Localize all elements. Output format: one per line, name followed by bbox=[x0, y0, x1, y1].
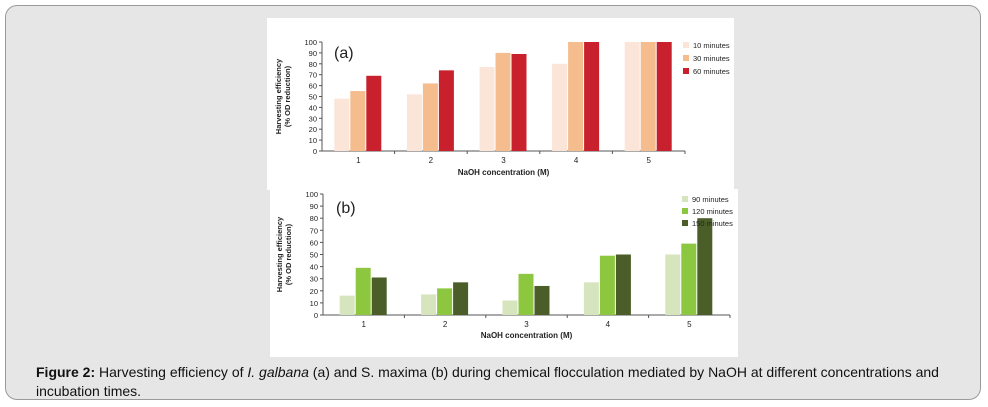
chart-b-svg: 0 10 20 30 40 50 60 70 80 90 100 1 2 3 4 5 NaOH concentr… bbox=[275, 190, 733, 340]
caption-species-a: I. galbana bbox=[247, 364, 309, 380]
chart-a-bar bbox=[584, 42, 600, 151]
chart-a-legend-label: 30 minutes bbox=[693, 54, 730, 63]
chart-b-bar bbox=[615, 254, 631, 315]
chart-a-y-axis-label-line2: (% OD reduction) bbox=[283, 65, 292, 127]
chart-b-bar bbox=[453, 282, 469, 315]
chart-a-y-tick-label: 30 bbox=[309, 114, 317, 123]
chart-a-y-tick-label: 60 bbox=[309, 82, 317, 91]
caption-label: Figure 2: bbox=[36, 364, 96, 380]
chart-b-x-tick-label: 3 bbox=[524, 320, 529, 329]
chart-b-y-tick-label: 40 bbox=[310, 263, 318, 272]
chart-a-legend-swatch bbox=[683, 55, 689, 61]
chart-b-legend-label: 150 minutes bbox=[692, 219, 733, 228]
chart-b-bar bbox=[583, 282, 599, 315]
chart-b-y-axis-label-line2: (% OD reduction) bbox=[284, 223, 293, 285]
chart-a-y-tick-label: 40 bbox=[309, 103, 317, 112]
chart-b-x-tick-label: 1 bbox=[361, 320, 366, 329]
caption-text-1: Harvesting efficiency of bbox=[95, 364, 248, 380]
chart-b-bar bbox=[437, 288, 453, 315]
chart-a-bar bbox=[479, 67, 495, 151]
chart-b-legend-label: 120 minutes bbox=[692, 207, 733, 216]
chart-panel-a: 0 10 20 30 40 50 60 70 80 90 100 1 2 3 4 5 NaOH concentr… bbox=[267, 18, 734, 190]
chart-b-legend-label: 90 minutes bbox=[692, 195, 729, 204]
chart-b-y-tick-label: 20 bbox=[310, 287, 318, 296]
chart-b-y-tick-label: 30 bbox=[310, 275, 318, 284]
chart-a-bar bbox=[350, 91, 366, 151]
chart-b-x-axis-label: NaOH concentration (M) bbox=[481, 331, 573, 340]
chart-b-bar bbox=[665, 254, 681, 315]
chart-b-panel-label: (b) bbox=[336, 200, 356, 217]
chart-b-y-axis-label-line1: Harvesting efficiency bbox=[275, 216, 284, 292]
chart-a-bar bbox=[495, 52, 511, 151]
chart-a-y-axis-label-line1: Harvesting efficiency bbox=[274, 58, 283, 134]
chart-b-y-tick-label: 90 bbox=[310, 202, 318, 211]
chart-b-y-tick-label: 50 bbox=[310, 251, 318, 260]
chart-a-y-tick-label: 80 bbox=[309, 60, 317, 69]
chart-a-legend-swatch bbox=[683, 68, 689, 74]
chart-b-y-tick-label: 100 bbox=[305, 190, 318, 199]
chart-a-y-tick-label: 20 bbox=[309, 125, 317, 134]
chart-a-bar bbox=[334, 98, 350, 151]
chart-b-bar bbox=[534, 285, 550, 315]
chart-panel-b: 0 10 20 30 40 50 60 70 80 90 100 1 2 3 4 5 NaOH concentr… bbox=[270, 189, 738, 357]
chart-b-y-tick-label: 10 bbox=[310, 299, 318, 308]
chart-b-x-tick-label: 5 bbox=[687, 320, 692, 329]
chart-b-x-tick-label: 4 bbox=[606, 320, 611, 329]
chart-a-y-tick-label: 0 bbox=[313, 147, 317, 156]
chart-a-bar bbox=[406, 94, 422, 151]
chart-a-panel-label: (a) bbox=[334, 45, 354, 62]
chart-b-y-tick-label: 70 bbox=[310, 226, 318, 235]
chart-a-y-tick-label: 70 bbox=[309, 71, 317, 80]
chart-b-bar bbox=[371, 277, 387, 315]
chart-b-bar bbox=[355, 267, 371, 315]
chart-a-legend-label: 10 minutes bbox=[693, 41, 730, 50]
chart-a-bar bbox=[438, 70, 454, 151]
chart-b-legend-swatch bbox=[682, 196, 688, 202]
figure-frame: 0 10 20 30 40 50 60 70 80 90 100 1 2 3 4 5 NaOH concentr… bbox=[5, 5, 981, 400]
chart-a-y-tick-label: 10 bbox=[309, 136, 317, 145]
chart-b-bar bbox=[502, 300, 518, 315]
chart-a-bar bbox=[656, 42, 672, 151]
chart-b-y-tick-label: 60 bbox=[310, 238, 318, 247]
chart-a-x-axis-label: NaOH concentration (M) bbox=[458, 168, 550, 177]
chart-a-bar bbox=[366, 75, 382, 151]
chart-a-x-tick-label: 3 bbox=[501, 156, 506, 165]
chart-a-x-tick-label: 5 bbox=[646, 156, 651, 165]
chart-b-bar bbox=[681, 243, 697, 315]
chart-a-y-tick-label: 100 bbox=[304, 38, 317, 47]
chart-b-legend-swatch bbox=[682, 220, 688, 226]
chart-a-y-tick-label: 90 bbox=[309, 49, 317, 58]
chart-a-bar bbox=[568, 42, 584, 151]
chart-a-bar bbox=[511, 53, 527, 151]
chart-a-x-tick-label: 4 bbox=[574, 156, 579, 165]
chart-b-legend-swatch bbox=[682, 208, 688, 214]
chart-b-bar bbox=[518, 273, 534, 315]
caption-text-2: (a) and S. maxima (b) during chemical fl… bbox=[36, 364, 939, 399]
chart-b-bar bbox=[599, 255, 615, 315]
chart-b-y-tick-label: 80 bbox=[310, 214, 318, 223]
chart-a-bar bbox=[552, 63, 568, 151]
chart-a-y-tick-label: 50 bbox=[309, 93, 317, 102]
chart-b-bar bbox=[339, 295, 355, 315]
chart-b-y-tick-label: 0 bbox=[314, 311, 318, 320]
chart-a-x-tick-label: 1 bbox=[356, 156, 361, 165]
chart-a-legend-label: 60 minutes bbox=[693, 67, 730, 76]
chart-b-bar bbox=[421, 294, 437, 315]
chart-b-x-tick-label: 2 bbox=[443, 320, 448, 329]
chart-a-bar bbox=[640, 42, 656, 151]
chart-a-bar bbox=[422, 83, 438, 151]
chart-a-bar bbox=[624, 42, 640, 151]
chart-a-legend-swatch bbox=[683, 42, 689, 48]
chart-b-bar bbox=[697, 218, 713, 315]
figure-caption: Figure 2: Harvesting efficiency of I. ga… bbox=[36, 363, 976, 401]
chart-a-x-tick-label: 2 bbox=[429, 156, 434, 165]
